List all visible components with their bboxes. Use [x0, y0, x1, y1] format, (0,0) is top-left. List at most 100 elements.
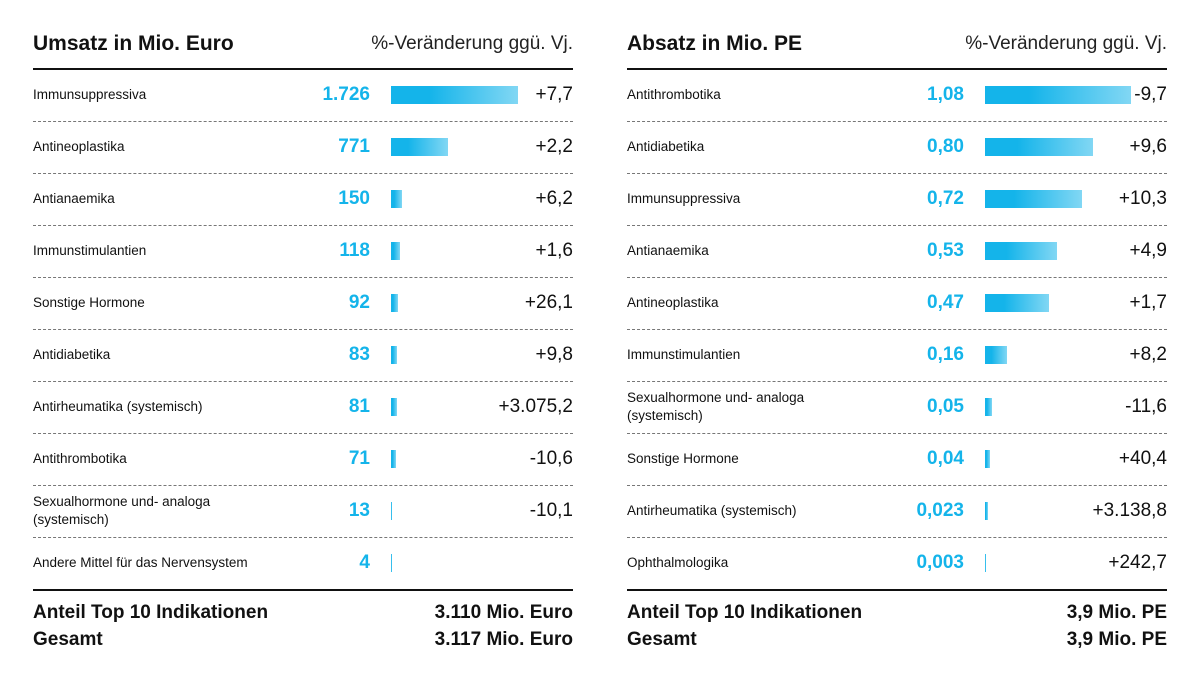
value-label: 0,47 — [927, 292, 964, 313]
footer-label: Anteil Top 10 Indikationen — [33, 602, 269, 623]
value-label: 0,16 — [927, 344, 964, 365]
row-label: Antidiabetika — [33, 347, 111, 362]
bottom-rule — [627, 589, 1167, 591]
bar — [391, 294, 398, 312]
bar — [391, 502, 393, 520]
bar — [391, 86, 518, 104]
change-label: +1,6 — [535, 240, 573, 261]
bar — [985, 554, 987, 572]
row-label: Sonstige Hormone — [33, 295, 145, 310]
footer-value: 3.110 Mio. Euro — [434, 602, 573, 623]
panel-subtitle: %-Veränderung ggü. Vj. — [965, 33, 1167, 54]
row-label: Sexualhormone und- analoga (systemisch) — [627, 390, 805, 423]
row-separator — [33, 329, 573, 330]
change-label: -10,1 — [529, 500, 573, 521]
row-label: Immunstimulantien — [33, 243, 147, 258]
row-separator — [33, 433, 573, 434]
row-label: Immunsuppressiva — [627, 191, 741, 206]
bar — [985, 450, 991, 468]
footer-value: 3,9 Mio. PE — [1066, 629, 1167, 650]
value-label: 0,04 — [927, 448, 964, 469]
footer-label: Gesamt — [627, 629, 697, 650]
bar — [985, 398, 992, 416]
change-label: +7,7 — [535, 84, 573, 105]
row-separator — [627, 173, 1167, 174]
change-label: +9,8 — [535, 344, 573, 365]
bar — [985, 502, 989, 520]
panel-subtitle: %-Veränderung ggü. Vj. — [371, 33, 573, 54]
value-label: 83 — [348, 344, 370, 365]
row-label: Antineoplastika — [33, 139, 125, 154]
row-separator — [33, 173, 573, 174]
change-label: +3.138,8 — [1092, 500, 1168, 521]
row-label: Antithrombotika — [627, 87, 721, 102]
change-label: +10,3 — [1118, 188, 1167, 209]
value-label: 0,023 — [916, 500, 964, 521]
change-label: +4,9 — [1129, 240, 1167, 261]
row-separator — [627, 433, 1167, 434]
row-label: Antithrombotika — [33, 451, 127, 466]
row-label: Antianaemika — [627, 243, 709, 258]
row-separator — [627, 225, 1167, 226]
row-separator — [627, 121, 1167, 122]
value-label: 771 — [338, 136, 370, 157]
bar — [391, 554, 393, 572]
change-label: +3.075,2 — [498, 396, 574, 417]
value-label: 0,80 — [927, 136, 964, 157]
row-label: Sexualhormone und- analoga (systemisch) — [33, 494, 211, 527]
bar — [985, 138, 1094, 156]
bar — [391, 190, 403, 208]
value-label: 1,08 — [927, 84, 964, 105]
row-label: Antirheumatika (systemisch) — [627, 503, 797, 518]
row-separator — [627, 485, 1167, 486]
value-label: 0,72 — [927, 188, 964, 209]
value-label: 92 — [348, 292, 370, 313]
bar — [985, 190, 1083, 208]
footer-label: Gesamt — [33, 629, 103, 650]
value-label: 0,05 — [927, 396, 964, 417]
change-label: +40,4 — [1118, 448, 1167, 469]
change-label: +242,7 — [1108, 552, 1167, 573]
bar — [985, 242, 1057, 260]
value-label: 118 — [339, 240, 370, 261]
bar — [391, 450, 397, 468]
row-separator — [33, 277, 573, 278]
bar — [985, 346, 1007, 364]
footer-label: Anteil Top 10 Indikationen — [627, 602, 863, 623]
row-separator — [627, 277, 1167, 278]
row-label: Antianaemika — [33, 191, 115, 206]
row-separator — [33, 537, 573, 538]
value-label: 71 — [348, 448, 370, 469]
row-separator — [33, 381, 573, 382]
bar — [391, 242, 400, 260]
row-separator — [627, 381, 1167, 382]
panel-title: Absatz in Mio. PE — [627, 32, 803, 55]
bar — [391, 346, 398, 364]
row-separator — [33, 121, 573, 122]
row-label: Andere Mittel für das Nervensystem — [33, 555, 248, 570]
row-label: Antidiabetika — [627, 139, 705, 154]
bar — [391, 398, 397, 416]
bar — [985, 294, 1049, 312]
row-label: Sonstige Hormone — [627, 451, 739, 466]
row-label: Antirheumatika (systemisch) — [33, 399, 203, 414]
bar — [985, 86, 1131, 104]
value-label: 1.726 — [322, 84, 370, 105]
change-label: +2,2 — [535, 136, 573, 157]
row-label: Immunstimulantien — [627, 347, 741, 362]
row-label: Ophthalmologika — [627, 555, 729, 570]
value-label: 0,003 — [916, 552, 964, 573]
row-label: Antineoplastika — [627, 295, 719, 310]
row-separator — [627, 329, 1167, 330]
row-separator — [33, 225, 573, 226]
row-separator — [627, 537, 1167, 538]
bar — [391, 138, 448, 156]
change-label: -11,6 — [1125, 396, 1167, 417]
value-label: 150 — [338, 188, 370, 209]
value-label: 0,53 — [927, 240, 964, 261]
value-label: 13 — [348, 500, 370, 521]
change-label: +8,2 — [1129, 344, 1167, 365]
change-label: -10,6 — [529, 448, 573, 469]
change-label: +9,6 — [1129, 136, 1167, 157]
